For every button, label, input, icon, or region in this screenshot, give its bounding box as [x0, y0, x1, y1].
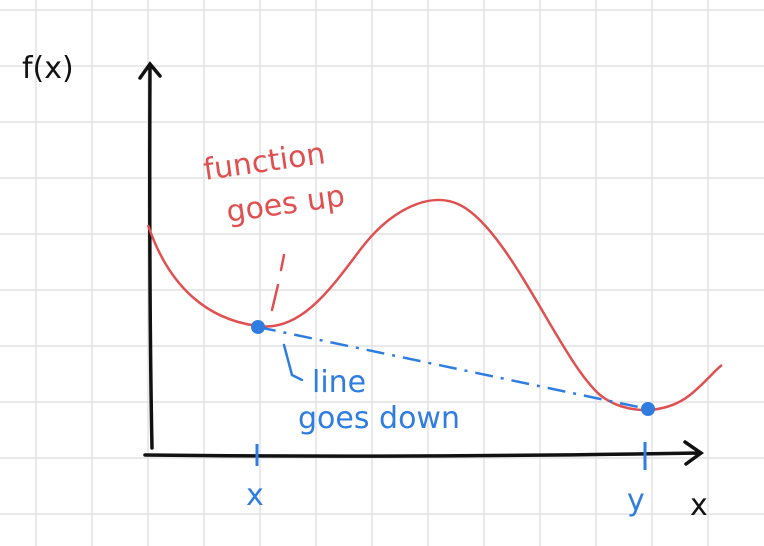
- point-y: [641, 402, 655, 416]
- x-axis: [143, 440, 705, 466]
- pointer: [282, 343, 304, 382]
- pointer: [270, 253, 286, 312]
- annotation: line: [312, 365, 366, 400]
- point-x: [251, 320, 265, 334]
- annotation: function: [201, 136, 327, 188]
- annotation: goes down: [298, 401, 460, 436]
- y-axis-label: f(x): [22, 51, 74, 86]
- y-axis: [138, 61, 162, 450]
- secant-line: [257, 325, 649, 411]
- x-axis-label: x: [690, 488, 708, 523]
- point-label: y: [627, 483, 645, 518]
- function-curve: [146, 198, 723, 412]
- annotation: goes up: [224, 179, 347, 230]
- point-label: x: [246, 478, 264, 513]
